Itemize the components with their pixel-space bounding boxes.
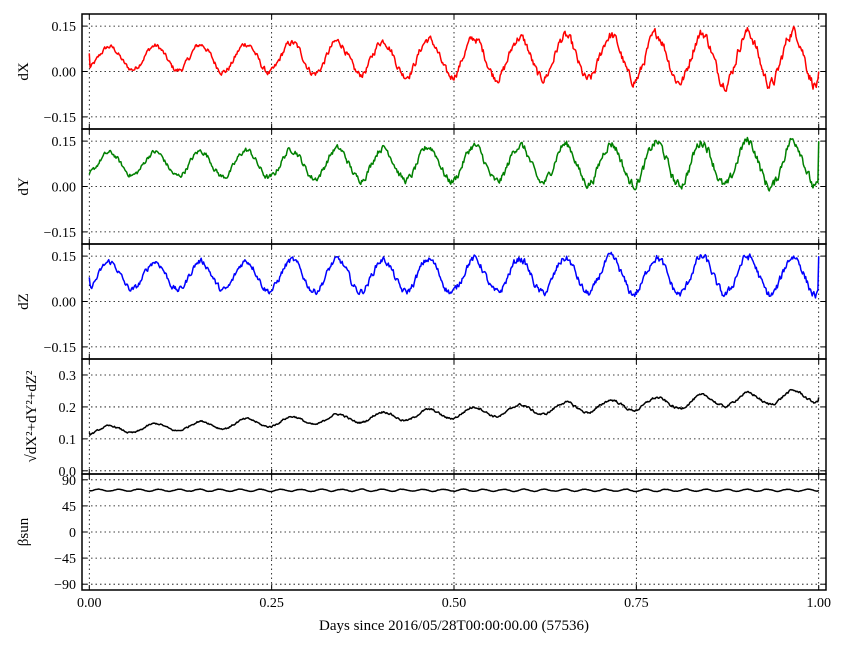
y-tick-label: 0	[69, 526, 76, 541]
x-tick-label: 0.00	[77, 596, 102, 611]
y-tick-label: 45	[62, 500, 76, 515]
series-line	[88, 25, 820, 92]
x-tick-label: 0.25	[259, 596, 284, 611]
y-axis-label: βsun	[16, 517, 32, 546]
panel-frame	[81, 473, 827, 591]
y-tick-label: 0.15	[52, 250, 77, 265]
y-tick-label: 0.1	[59, 433, 77, 448]
panel-1: 0.15 0.00 −0.15 dX	[16, 13, 827, 130]
series-line	[88, 136, 820, 192]
y-axis-label: dX	[16, 62, 32, 81]
y-tick-label: −0.15	[44, 226, 76, 241]
y-tick-label: 90	[62, 474, 76, 489]
x-axis-label: Days since 2016/05/28T00:00:00.00 (57536…	[319, 618, 589, 634]
y-tick-label: −0.15	[44, 341, 76, 356]
panel-5: 90 45 0 −45 −90 βsun	[16, 473, 827, 593]
x-tick-label: 0.75	[624, 596, 649, 611]
y-tick-label: −45	[54, 552, 76, 567]
panel-frame	[81, 243, 827, 360]
series-line	[88, 251, 820, 299]
y-axis-label: dZ	[16, 293, 32, 310]
panel-4: 0.3 0.2 0.1 0.0 √dX²+dY²+dZ²	[24, 358, 827, 480]
panel-frame	[81, 358, 827, 475]
series-line	[88, 488, 820, 493]
y-axis-label: √dX²+dY²+dZ²	[24, 370, 40, 462]
y-tick-label: −90	[54, 578, 76, 593]
y-tick-label: 0.2	[59, 401, 77, 416]
panel-frame	[81, 13, 827, 130]
y-tick-label: 0.00	[52, 181, 77, 196]
y-tick-label: 0.00	[52, 296, 77, 311]
panel-3: 0.15 0.00 −0.15 dZ	[16, 243, 827, 360]
x-tick-label: 1.00	[806, 596, 831, 611]
y-tick-label: 0.0	[59, 465, 77, 480]
series-line	[88, 388, 820, 436]
y-tick-label: 0.15	[52, 135, 77, 150]
y-tick-label: −0.15	[44, 111, 76, 126]
panel-frame	[81, 128, 827, 245]
x-tick-label: 0.50	[442, 596, 467, 611]
y-tick-label: 0.15	[52, 20, 77, 35]
y-axis-label: dY	[16, 177, 32, 196]
y-tick-label: 0.3	[59, 369, 77, 384]
y-tick-label: 0.00	[52, 66, 77, 81]
panel-2: 0.15 0.00 −0.15 dY	[16, 128, 827, 245]
